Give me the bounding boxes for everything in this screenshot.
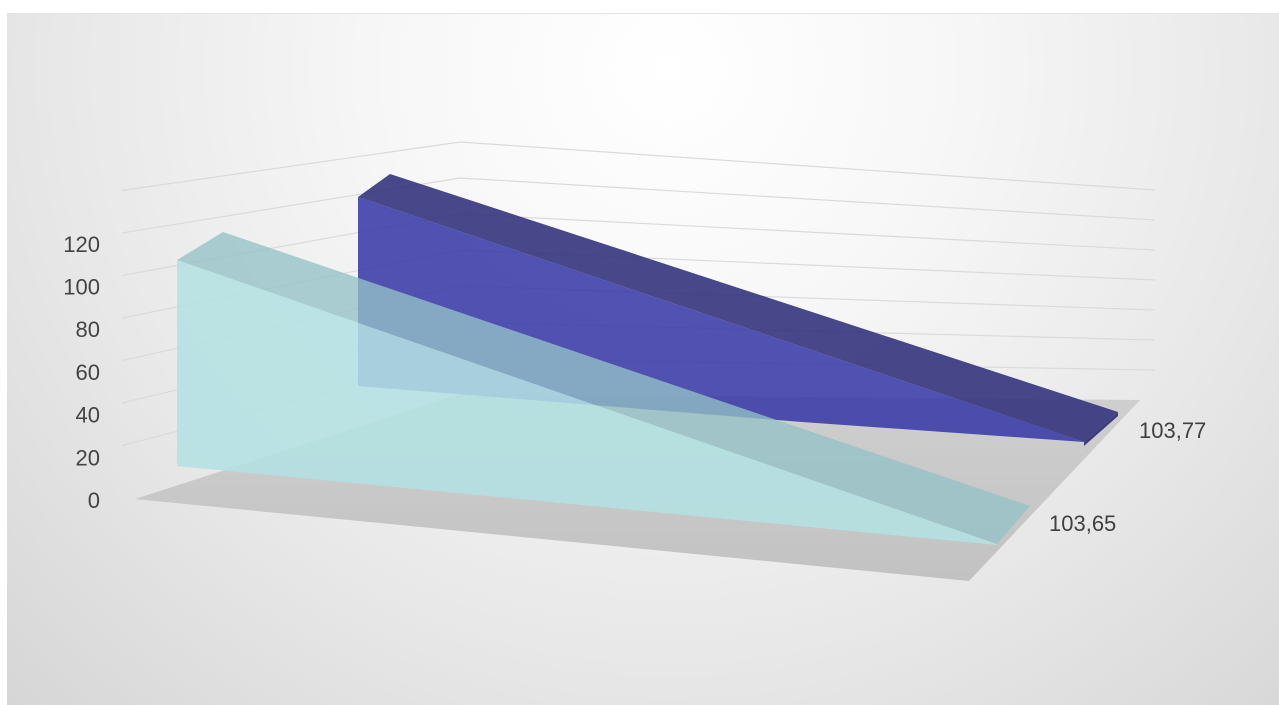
- series-back-top: [358, 174, 1118, 442]
- series-front: [177, 232, 1030, 545]
- chart-svg: 0 20 40 60 80 100 120 103,77 103,65: [63, 141, 1206, 581]
- y-tick-label: 100: [63, 275, 100, 300]
- y-tick-label: 80: [76, 317, 100, 342]
- y-tick-label: 120: [63, 232, 100, 257]
- y-tick-label: 60: [76, 360, 100, 385]
- series-front-top: [177, 232, 1030, 544]
- series-front-base: [177, 260, 997, 545]
- y-tick-label: 20: [76, 445, 100, 470]
- gridline: [121, 177, 1156, 234]
- y-tick-label: 40: [76, 403, 100, 428]
- series-label-front: 103,65: [1049, 511, 1116, 536]
- y-axis-ticks: 0 20 40 60 80 100 120: [63, 232, 100, 513]
- chart-area: 0 20 40 60 80 100 120 103,77 103,65: [7, 13, 1279, 705]
- series-back-end: [1084, 412, 1118, 446]
- gridline: [121, 141, 1156, 192]
- y-tick-label: 0: [88, 488, 100, 513]
- series-label-back: 103,77: [1139, 418, 1206, 443]
